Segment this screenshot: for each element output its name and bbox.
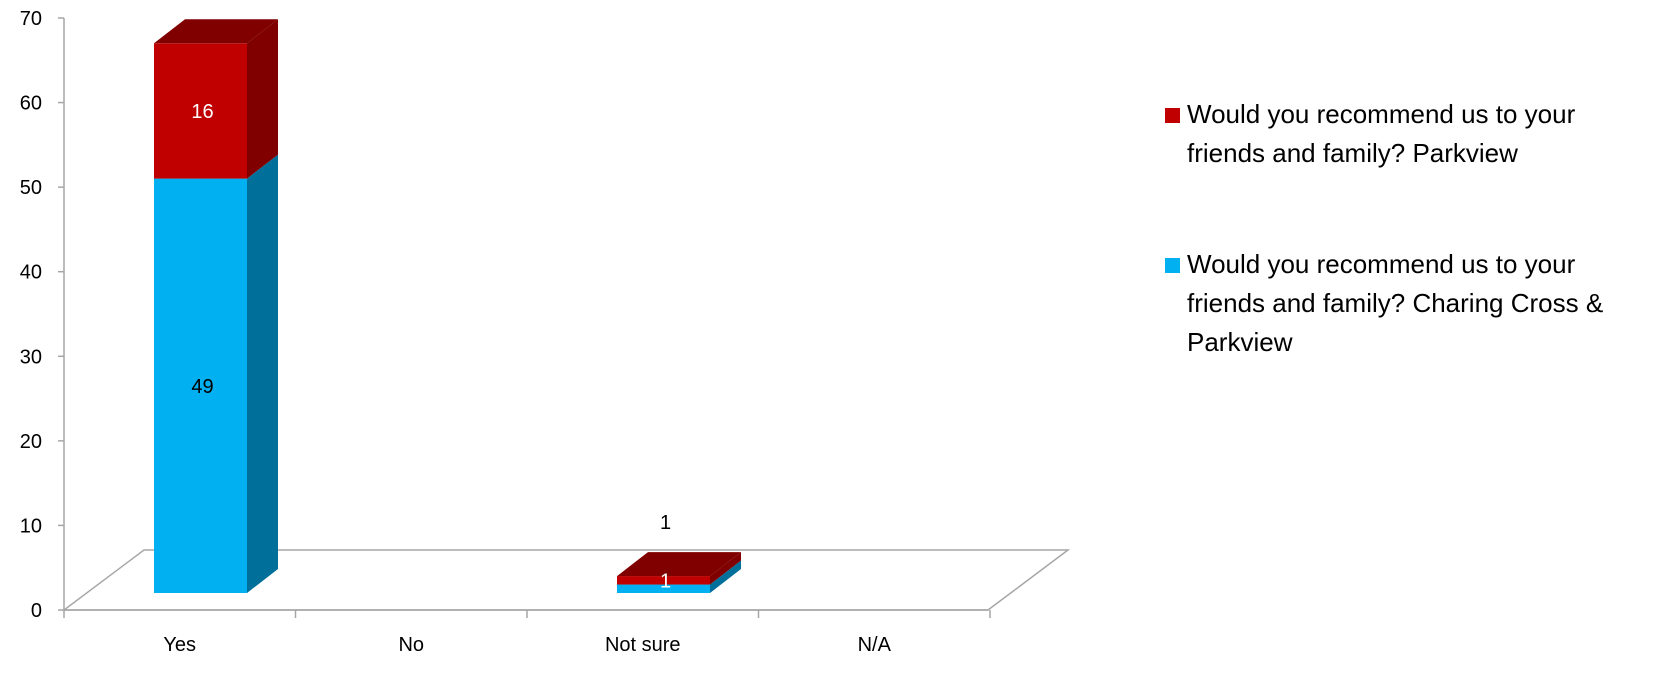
bar-value-label: 49 (191, 376, 213, 398)
chart-axes: 0 10 20 30 40 50 60 70 Yes No Not sure N/A (20, 8, 991, 656)
y-tick-label: 70 (20, 8, 42, 30)
y-tick-label: 10 (20, 515, 42, 537)
chart-legend: Would you recommend us to your friends a… (1165, 95, 1645, 362)
bar-top (617, 552, 741, 577)
y-tick-label: 0 (31, 600, 42, 622)
y-tick-label: 30 (20, 346, 42, 368)
legend-item: Would you recommend us to your friends a… (1165, 245, 1645, 362)
legend-swatch (1165, 108, 1180, 123)
bar-front (617, 584, 710, 593)
bar-top (154, 19, 278, 44)
chart-bars (154, 19, 741, 593)
bar-side (247, 19, 278, 179)
y-tick-label: 40 (20, 262, 42, 284)
bar-value-label: 1 (660, 571, 671, 593)
legend-label: Would you recommend us to your friends a… (1187, 249, 1604, 357)
bar-front (617, 576, 710, 585)
x-tick-label: Not sure (605, 634, 681, 656)
bar-side (247, 154, 278, 593)
bar-side (710, 560, 741, 593)
chart-labels: 49 16 1 1 (191, 101, 671, 593)
legend-swatch (1165, 258, 1180, 273)
x-tick-label: N/A (858, 634, 892, 656)
x-tick-label: No (398, 634, 424, 656)
bar-front (154, 43, 247, 179)
bar-value-label: 1 (660, 512, 671, 534)
x-tick-label: Yes (163, 634, 196, 656)
y-tick-label: 50 (20, 177, 42, 199)
y-tick-label: 60 (20, 93, 42, 115)
legend-label: Would you recommend us to your friends a… (1187, 99, 1576, 168)
y-tick-label: 20 (20, 431, 42, 453)
bar-value-label: 16 (191, 101, 213, 123)
bar-side (710, 552, 741, 585)
bar-front (154, 178, 247, 593)
legend-item: Would you recommend us to your friends a… (1165, 95, 1645, 173)
